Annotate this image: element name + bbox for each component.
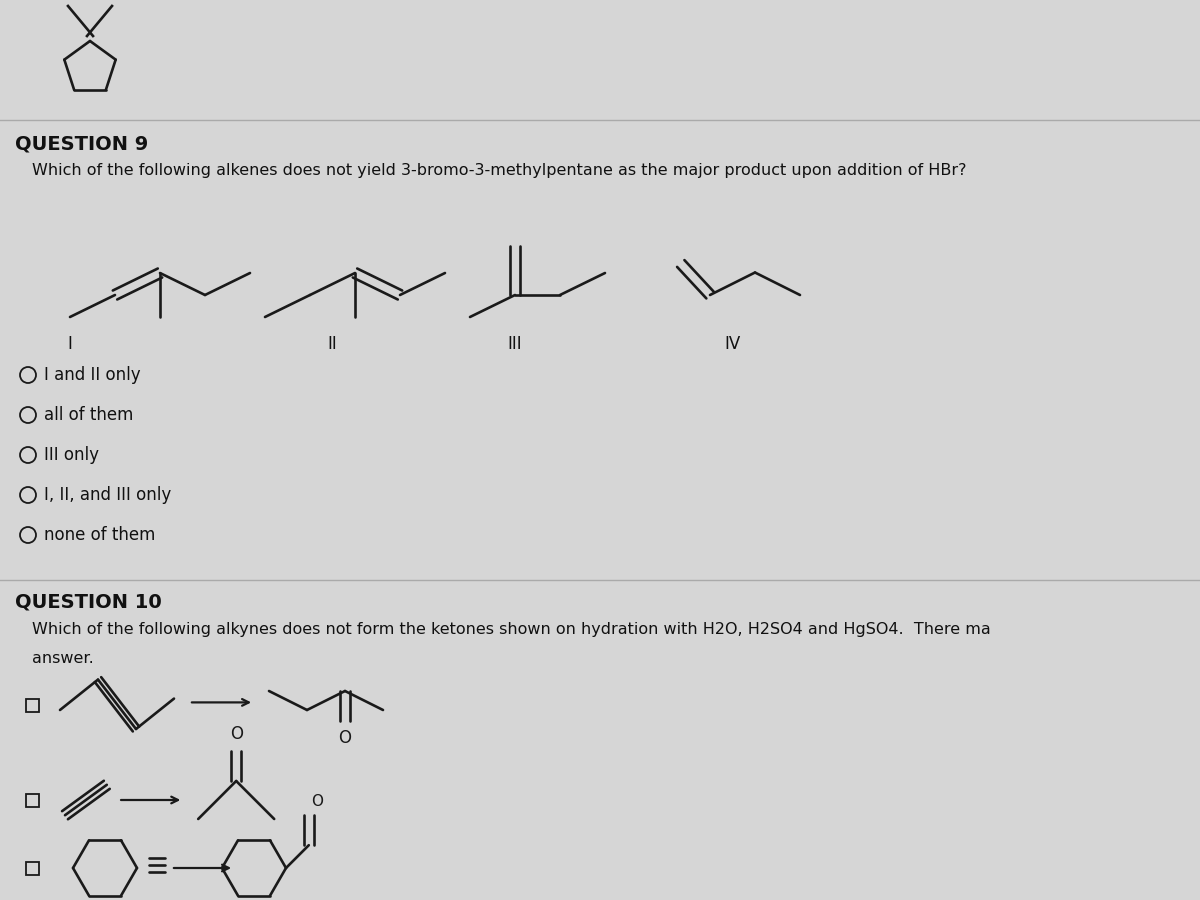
Bar xyxy=(25,698,38,712)
Bar xyxy=(25,861,38,875)
Text: QUESTION 10: QUESTION 10 xyxy=(14,592,162,611)
Text: none of them: none of them xyxy=(44,526,155,544)
Text: all of them: all of them xyxy=(44,406,133,424)
Text: I: I xyxy=(67,335,72,353)
Text: QUESTION 9: QUESTION 9 xyxy=(14,135,149,154)
Text: I, II, and III only: I, II, and III only xyxy=(44,486,172,504)
Text: O: O xyxy=(229,724,242,742)
Text: I and II only: I and II only xyxy=(44,366,140,384)
Text: O: O xyxy=(311,794,323,809)
Text: answer.: answer. xyxy=(32,651,94,666)
Text: O: O xyxy=(338,729,352,747)
Text: III: III xyxy=(508,335,522,353)
Text: Which of the following alkynes does not form the ketones shown on hydration with: Which of the following alkynes does not … xyxy=(32,622,991,637)
Text: II: II xyxy=(328,335,337,353)
Bar xyxy=(25,794,38,806)
Text: III only: III only xyxy=(44,446,98,464)
Text: IV: IV xyxy=(725,335,740,353)
Text: Which of the following alkenes does not yield 3-bromo-3-methylpentane as the maj: Which of the following alkenes does not … xyxy=(32,163,966,178)
